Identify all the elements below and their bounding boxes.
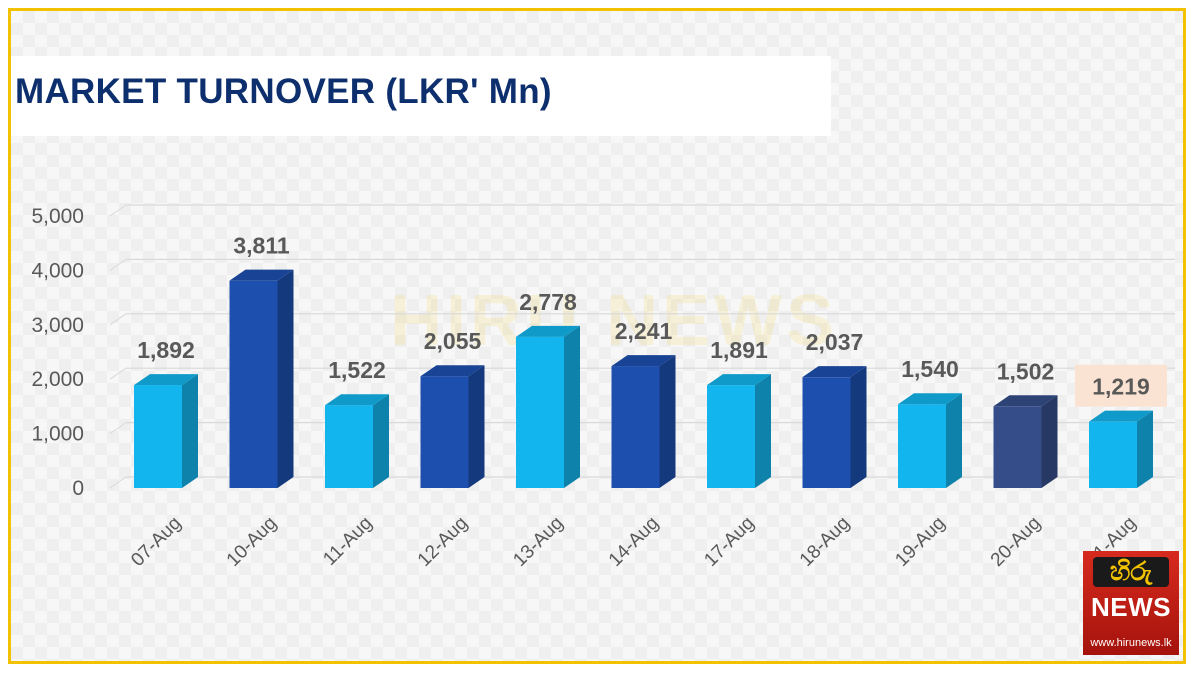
bar-top — [611, 355, 676, 367]
bar-side — [564, 325, 580, 488]
bar — [1089, 421, 1137, 488]
bar-side — [659, 355, 676, 488]
bar-top — [325, 394, 389, 406]
bar-top — [898, 393, 962, 405]
title-panel: MARKET TURNOVER (LKR' Mn) — [11, 56, 831, 136]
y-tick-label: 0 — [72, 477, 84, 500]
y-tick-label: 5,000 — [31, 205, 84, 228]
gridline-depth — [109, 476, 127, 489]
bar — [516, 336, 564, 488]
bar-side — [1041, 395, 1058, 488]
x-tick-label: 11-Aug — [319, 513, 376, 570]
y-tick-label: 4,000 — [31, 259, 84, 282]
bar-side — [373, 394, 389, 488]
gridline-depth — [109, 204, 127, 217]
data-label: 2,055 — [424, 328, 482, 354]
x-tick-label: 13-Aug — [509, 513, 567, 571]
bar — [802, 377, 851, 488]
data-label: 1,892 — [137, 337, 195, 363]
x-tick-label: 12-Aug — [414, 513, 472, 571]
x-tick-label: 18-Aug — [796, 513, 854, 571]
x-tick-label: 10-Aug — [223, 513, 281, 571]
data-label: 1,522 — [328, 357, 386, 383]
chart-title: MARKET TURNOVER (LKR' Mn) — [15, 72, 552, 111]
bar — [898, 404, 946, 488]
bar — [993, 406, 1042, 488]
x-tick-label: 20-Aug — [987, 513, 1045, 571]
y-tick-label: 2,000 — [31, 368, 84, 391]
bar-top — [134, 374, 198, 386]
x-tick-label: 07-Aug — [127, 513, 185, 571]
bar — [134, 385, 182, 488]
data-label: 3,811 — [233, 233, 289, 259]
data-label: 1,219 — [1092, 374, 1150, 400]
data-label: 1,540 — [901, 356, 959, 382]
logo-url: www.hirunews.lk — [1090, 637, 1172, 649]
bar-top — [229, 269, 294, 281]
x-tick-label: 17-Aug — [700, 513, 758, 571]
bar-top — [993, 395, 1058, 407]
gridline-depth — [109, 258, 127, 271]
x-tick-label: 19-Aug — [891, 513, 949, 571]
data-label: 2,241 — [615, 318, 673, 344]
y-tick-label: 1,000 — [31, 423, 84, 446]
y-tick-label: 3,000 — [31, 314, 84, 337]
bar — [611, 366, 660, 488]
data-label: 2,037 — [806, 329, 864, 355]
bar-side — [755, 374, 771, 488]
bar — [420, 376, 469, 488]
bar — [707, 385, 755, 488]
logo-script-text: හිරු — [1093, 557, 1169, 587]
bar-side — [946, 393, 962, 488]
data-label: 1,891 — [710, 337, 768, 363]
bar-top — [802, 366, 867, 378]
bar-side — [1137, 410, 1153, 488]
bar — [229, 280, 278, 488]
bar — [325, 405, 373, 488]
gridline-depth — [109, 422, 127, 435]
hiru-news-logo: හිරු NEWS www.hirunews.lk — [1083, 551, 1179, 655]
logo-brand: NEWS — [1091, 592, 1171, 622]
bar-side — [182, 374, 198, 488]
x-tick-label: 14-Aug — [605, 513, 663, 571]
gridline-depth — [109, 367, 127, 380]
gridline-depth — [109, 313, 127, 326]
chart-frame: MARKET TURNOVER (LKR' Mn) — [8, 8, 1186, 664]
highlight-label-box — [1075, 364, 1167, 407]
bar-top — [707, 374, 771, 386]
bar-side — [850, 366, 867, 488]
data-label: 2,778 — [519, 289, 577, 315]
bar-top — [516, 325, 580, 337]
bar-top — [1089, 410, 1153, 422]
bar-top — [420, 365, 485, 377]
bar-side — [468, 365, 485, 488]
data-label: 1,502 — [997, 358, 1055, 384]
bar-side — [277, 269, 294, 488]
